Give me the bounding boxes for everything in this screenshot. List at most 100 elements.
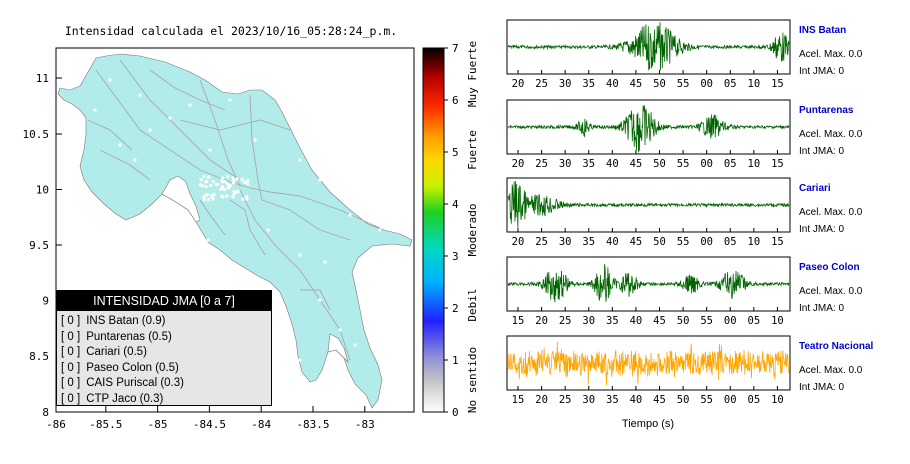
map-dot xyxy=(211,197,215,201)
map-y-axis: 11 10.5 10 9.5 9 8.5 8 xyxy=(23,72,62,419)
map-dot xyxy=(253,138,257,142)
map-dot xyxy=(378,228,382,232)
colorbar-tick-label: 5 xyxy=(452,146,459,159)
waveform-tick-label: 35 xyxy=(582,236,595,248)
waveform-tick-label: 40 xyxy=(606,158,619,170)
map-dot xyxy=(211,180,215,184)
map-dot xyxy=(206,198,211,202)
map-dot xyxy=(198,183,202,187)
map-dot xyxy=(231,195,235,199)
map-dot xyxy=(93,108,97,112)
map-dot xyxy=(199,178,203,182)
colorbar-gradient xyxy=(422,47,445,413)
legend-item: [ 0 ] Cariari (0.5) xyxy=(61,345,271,361)
map-y-tick-label: 10.5 xyxy=(23,128,50,141)
map-dot xyxy=(226,174,230,179)
waveform-tick-label: 45 xyxy=(653,394,666,406)
colorbar-label: Debil xyxy=(466,288,479,321)
waveform-tick-label: 50 xyxy=(653,158,666,170)
map-dot xyxy=(202,198,207,202)
station-jma: Int JMA: 0 xyxy=(799,66,844,77)
waveform-panel: 20 25 30 35 40 45 50 55 00 05 10 15 Puntarenas Acel. … xyxy=(506,99,863,170)
waveform-tick-label: 20 xyxy=(535,394,548,406)
map-dot xyxy=(233,191,237,195)
waveform-tick-label: 40 xyxy=(630,315,643,327)
map-y-tick-label: 8.5 xyxy=(29,350,49,363)
colorbar-tick-label: 7 xyxy=(452,42,459,55)
legend-label: Puntarenas (0.5) xyxy=(86,330,172,343)
waveform-tick-label: 55 xyxy=(677,158,690,170)
map-dot xyxy=(298,253,302,257)
legend-code: [ 0 ] xyxy=(61,330,81,343)
waveform-trace xyxy=(507,22,790,71)
waveform-tick-label: 55 xyxy=(677,236,690,248)
waveform-trace xyxy=(507,180,790,229)
station-name: Puntarenas xyxy=(799,105,854,116)
map-dot xyxy=(228,98,232,102)
station-jma: Int JMA: 0 xyxy=(799,146,844,157)
waveform-xlabel: Tiempo (s) xyxy=(622,418,674,430)
station-name: Teatro Nacional xyxy=(799,341,873,352)
waveform-tick-label: 15 xyxy=(512,315,525,327)
legend-code: [ 0 ] xyxy=(61,392,81,405)
waveform-panels: 20 25 30 35 40 45 50 55 00 05 10 15 INS Batan Acel. M… xyxy=(506,19,873,406)
map-dot xyxy=(221,195,225,199)
colorbar-tick-label: 0 xyxy=(452,406,459,419)
station-acel: Acel. Max. 0.0 xyxy=(799,286,863,297)
waveform-tick-label: 45 xyxy=(630,78,643,90)
station-jma: Int JMA: 0 xyxy=(799,224,844,235)
waveform-tick-label: 10 xyxy=(748,158,761,170)
map-dot xyxy=(208,148,212,152)
legend-item: [ 0 ] CTP Jaco (0.3) xyxy=(61,392,271,408)
waveform-trace xyxy=(507,341,790,386)
station-points xyxy=(93,78,382,362)
waveform-tick-label: 00 xyxy=(700,236,713,248)
legend-code: [ 0 ] xyxy=(61,377,81,389)
map-y-tick-label: 11 xyxy=(36,72,49,85)
waveform-tick-label: 35 xyxy=(582,78,595,90)
waveform-tick-label: 15 xyxy=(771,78,784,90)
legend-label: CTP Jaco (0.3) xyxy=(86,392,164,405)
gulf-of-nicoya xyxy=(161,175,201,223)
colorbar-tick-label: 6 xyxy=(452,94,459,107)
map-dot xyxy=(118,143,122,147)
map-dot xyxy=(338,328,342,332)
waveform-tick-label: 25 xyxy=(559,394,572,406)
map-dot xyxy=(348,213,352,217)
legend-item: [ 0 ] CAIS Puriscal (0.3) xyxy=(61,376,271,392)
map-dot xyxy=(221,180,226,184)
map-dot xyxy=(240,177,244,182)
waveform-tick-label: 25 xyxy=(535,236,548,248)
map-dot xyxy=(188,103,192,107)
station-acel: Acel. Max. 0.0 xyxy=(799,129,863,140)
map-dot xyxy=(246,178,250,183)
station-jma: Int JMA: 0 xyxy=(799,303,844,314)
waveform-tick-label: 45 xyxy=(653,315,666,327)
map-dot xyxy=(245,197,249,201)
waveform-tick-label: 10 xyxy=(771,394,784,406)
intensity-legend: INTENSIDAD JMA [0 a 7] [ 0 ] INS Batan (0… xyxy=(56,290,272,406)
legend-item: [ 0 ] Puntarenas (0.5) xyxy=(61,330,271,346)
waveform-tick-label: 30 xyxy=(559,78,572,90)
map-x-tick-label: -84.5 xyxy=(193,418,226,431)
waveform-trace xyxy=(507,264,790,303)
legend-code: [ 0 ] xyxy=(61,315,81,327)
waveform-trace xyxy=(507,105,790,153)
map-dot xyxy=(205,179,209,183)
station-jma: Int JMA: 0 xyxy=(799,382,844,393)
waveform-tick-label: 00 xyxy=(724,394,737,406)
waveform-tick-label: 00 xyxy=(700,158,713,170)
map-x-tick-label: -85.5 xyxy=(89,418,122,431)
legend-list: [ 0 ] INS Batan (0.9) [ 0 ] Puntarenas (0.… xyxy=(57,311,271,407)
colorbar-ticks: 7 6 5 4 3 2 1 0 xyxy=(444,42,459,419)
waveform-tick-label: 30 xyxy=(559,158,572,170)
colorbar-tick-label: 1 xyxy=(452,354,459,367)
map-x-tick-label: -84 xyxy=(251,418,271,431)
road-network xyxy=(87,59,381,361)
colorbar-label: Moderado xyxy=(466,204,479,257)
waveform-tick-label: 00 xyxy=(700,78,713,90)
costa-rica-land xyxy=(57,53,413,409)
map-dot xyxy=(209,194,214,198)
map-dot xyxy=(222,187,227,192)
